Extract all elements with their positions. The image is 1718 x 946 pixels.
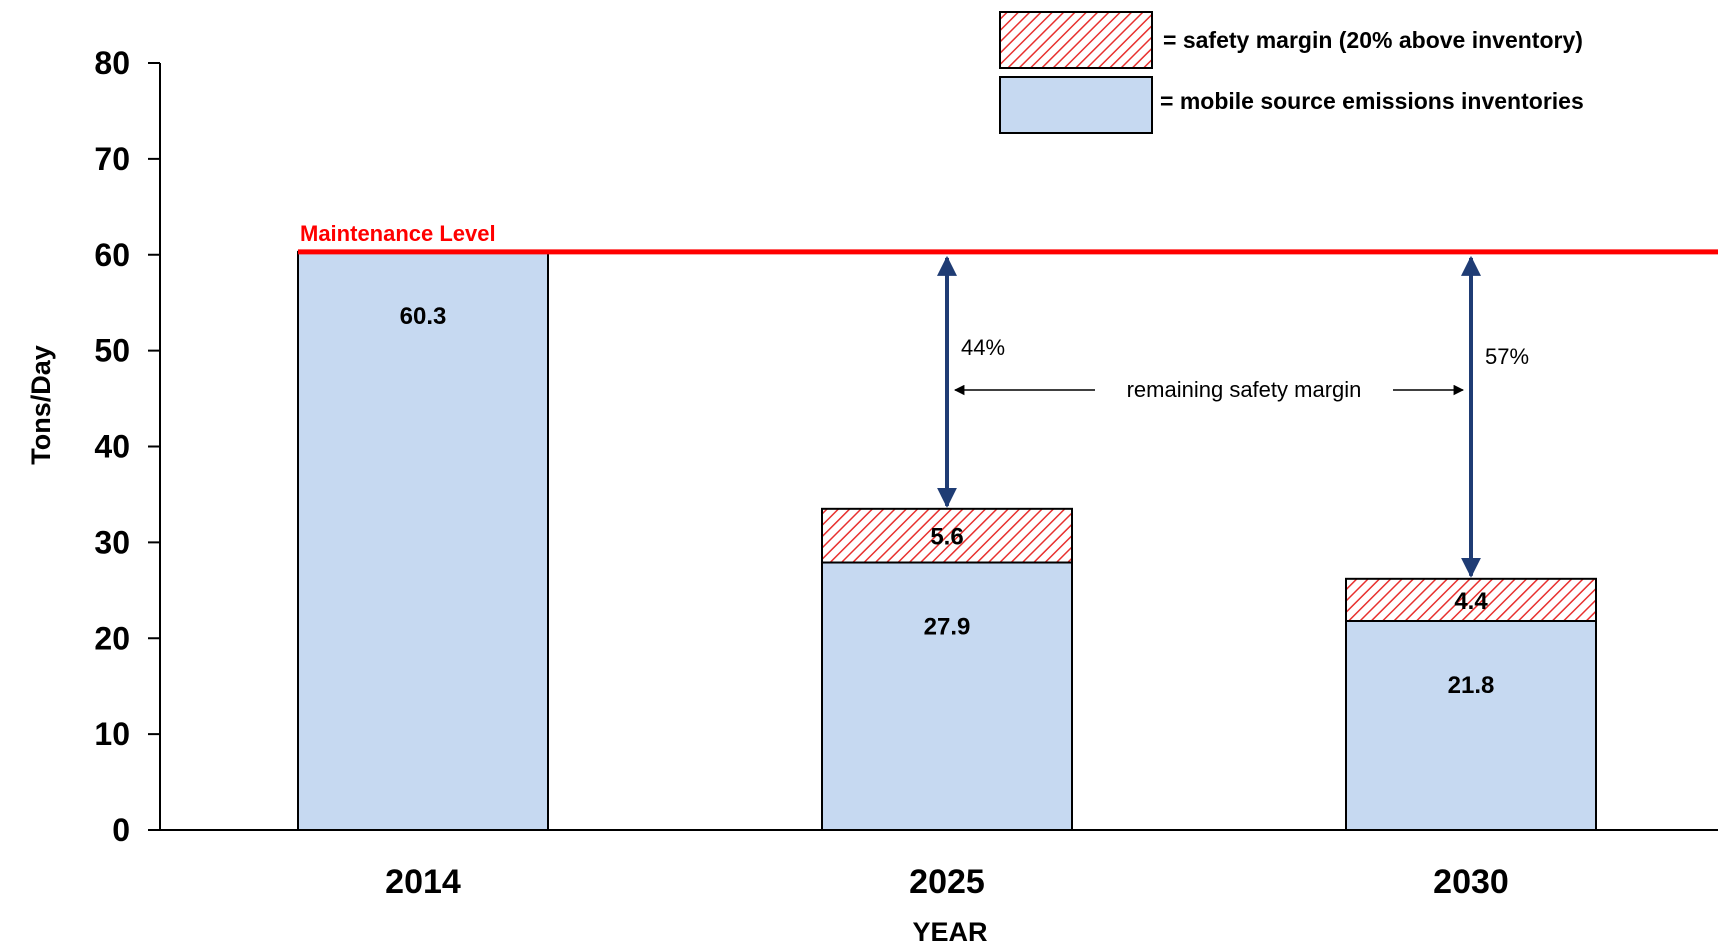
legend-label-inventories: = mobile source emissions inventories [1160,88,1584,114]
data-label-inventory-2025: 27.9 [924,614,971,641]
x-tick-label-2025: 2025 [909,863,985,901]
y-tick-label: 80 [94,45,130,81]
y-tick-label: 10 [94,716,130,752]
remaining-margin-pct-2030: 57% [1485,344,1529,369]
bar-inventory-2025 [821,561,1073,831]
legend-label-safety-margin: = safety margin (20% above inventory) [1163,27,1583,53]
maintenance-level-label: Maintenance Level [300,221,496,246]
bar-safety-margin-2030 [1345,577,1597,622]
data-label-inventory-2014: 60.3 [400,303,447,330]
remaining-margin-label: remaining safety margin [1127,377,1362,402]
legend-swatch-inventories [999,76,1153,134]
bar-safety-margin-2025 [821,507,1073,564]
y-tick-label: 70 [94,141,130,177]
legend: = safety margin (20% above inventory) = … [999,11,1584,134]
x-tick-label-2030: 2030 [1433,863,1509,901]
remaining-margin-pct-2025: 44% [961,335,1005,360]
x-tick-label-2014: 2014 [385,863,461,901]
bar-inventory-2014 [297,250,549,831]
y-tick-label: 0 [112,812,130,848]
y-tick-label: 60 [94,237,130,273]
y-tick-label: 30 [94,524,130,560]
data-label-safety-margin-2025: 5.6 [930,524,963,551]
y-tick-label: 20 [94,620,130,656]
bar-inventory-2030 [1345,619,1597,831]
x-axis-title: YEAR [912,917,987,941]
data-label-inventory-2030: 21.8 [1448,672,1495,699]
data-label-safety-margin-2030: 4.4 [1454,588,1488,615]
y-axis-title: Tons/Day [26,345,56,465]
y-tick-label: 40 [94,429,130,465]
legend-swatch-safety-margin [999,11,1153,69]
y-tick-label: 50 [94,333,130,369]
